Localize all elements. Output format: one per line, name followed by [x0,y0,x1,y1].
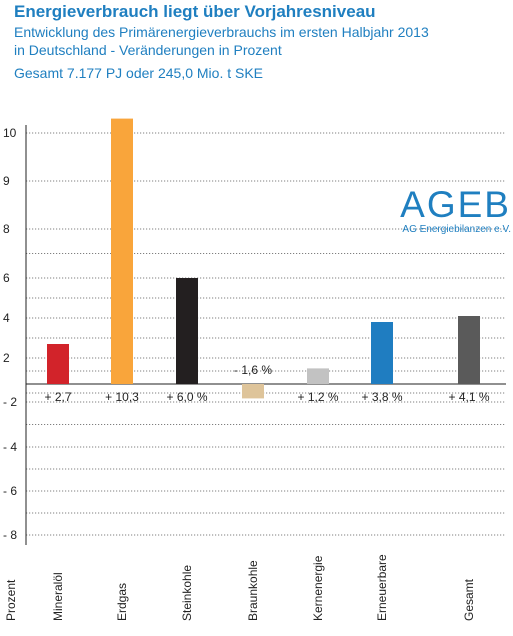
value-label: + 3,8 % [361,390,402,404]
y-axis-label: Prozent [4,579,18,621]
y-tick-label: 4 [3,311,10,325]
category-label: Gesamt [462,578,476,621]
bar [371,322,393,384]
category-label: Mineralöl [51,572,65,621]
y-tick-label: - 2 [3,395,17,409]
chart-title: Energieverbrauch liegt über Vorjahresniv… [14,2,376,21]
bar [458,316,480,384]
value-label: + 4,1 % [448,390,489,404]
chart-total: Gesamt 7.177 PJ oder 245,0 Mio. t SKE [14,65,264,81]
y-tick-label: 6 [3,271,10,285]
y-tick-label: 8 [3,222,10,236]
category-label: Erneuerbare [375,554,389,621]
logo-subtitle: AG Energiebilanzen e.V. [402,224,511,235]
value-label: + 6,0 % [166,390,207,404]
y-tick-label: - 8 [3,528,17,542]
y-tick-label: - 4 [3,440,17,454]
ageb-logo: AGEB AG Energiebilanzen e.V. [400,184,511,236]
category-label: Braunkohle [246,560,260,621]
logo-name: AGEB [400,184,511,225]
value-label: + 2,7 [44,390,71,404]
y-tick-label: - 6 [3,484,17,498]
bar [176,278,198,384]
bar [242,384,264,399]
y-tick-label: 2 [3,351,10,365]
value-label: + 10,3 [105,390,139,404]
chart-subtitle-line1: Entwicklung des Primärenergieverbrauchs … [14,24,429,40]
chart-subtitle-line2: in Deutschland - Veränderungen in Prozen… [14,42,282,58]
category-label: Steinkohle [180,565,194,621]
y-tick-label: 10 [3,126,17,140]
value-label: + 1,2 % [297,390,338,404]
bar [111,118,133,384]
bar [47,344,69,384]
bar [307,368,329,384]
category-label: Kernenergie [311,555,325,621]
value-label: - 1,6 % [234,363,272,377]
y-tick-label: 9 [3,174,10,188]
category-label: Erdgas [115,583,129,621]
